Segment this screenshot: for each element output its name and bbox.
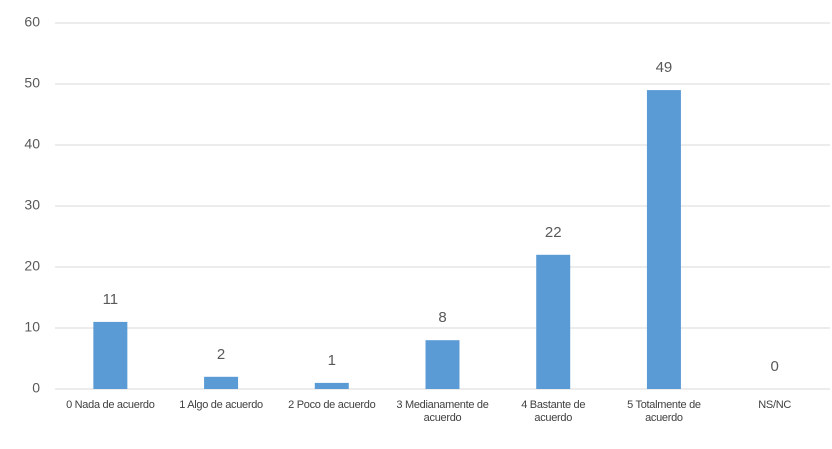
x-tick-label: 1 Algo de acuerdo: [179, 399, 263, 411]
x-tick-label: 3 Medianamente de acuerdo: [396, 399, 489, 424]
value-label: 0: [770, 358, 778, 375]
bar: [93, 321, 128, 389]
y-tick-label: 20: [24, 258, 40, 274]
x-tick-label: NS/NC: [758, 399, 791, 411]
x-tick-label: 2 Poco de acuerdo: [288, 399, 376, 411]
y-tick-label: 10: [24, 319, 40, 335]
y-tick-label: 0: [32, 380, 40, 396]
value-label: 22: [545, 224, 562, 241]
y-tick-label: 60: [24, 14, 40, 30]
bar: [646, 90, 681, 389]
value-label: 2: [217, 346, 225, 363]
bar: [314, 382, 349, 389]
value-label: 1: [328, 352, 336, 369]
y-tick-label: 40: [24, 136, 40, 152]
x-tick-label: 5 Totalmente de acuerdo: [627, 399, 701, 424]
bar: [425, 340, 460, 389]
y-tick-label: 30: [24, 197, 40, 213]
value-label: 8: [438, 309, 446, 326]
value-label: 11: [103, 291, 119, 308]
bar: [536, 254, 571, 389]
bar: [204, 376, 239, 389]
y-tick-label: 50: [24, 75, 40, 91]
x-tick-label: 4 Bastante de acuerdo: [521, 399, 586, 424]
x-tick-label: 0 Nada de acuerdo: [66, 399, 155, 411]
value-label: 49: [656, 59, 673, 76]
